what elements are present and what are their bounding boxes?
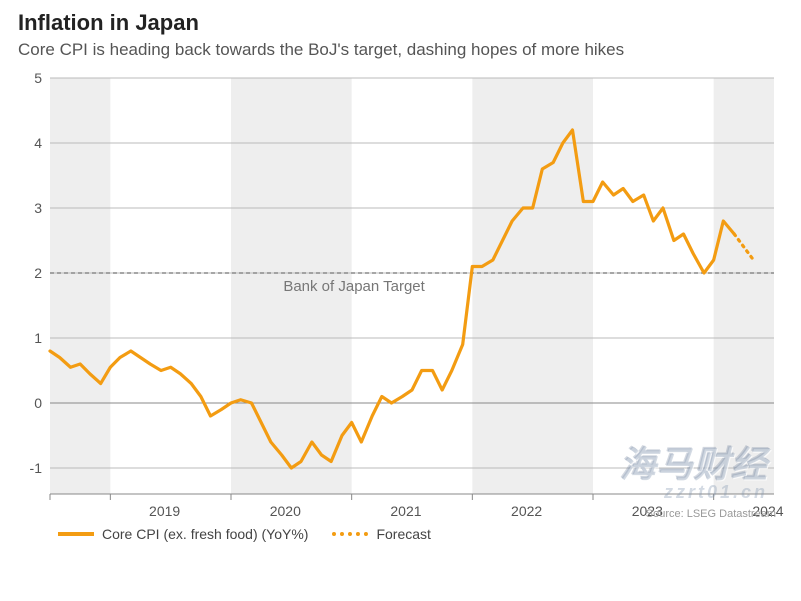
legend-swatch-dash [332,532,368,536]
x-tick-label: 2021 [390,503,421,519]
legend-item-solid: Core CPI (ex. fresh food) (YoY%) [58,526,308,542]
year-band [714,78,774,494]
target-label: Bank of Japan Target [283,278,425,295]
legend-label-solid: Core CPI (ex. fresh food) (YoY%) [102,526,308,542]
y-tick-label: 0 [34,395,42,411]
legend-item-dash: Forecast [332,526,430,542]
series-solid [50,130,734,468]
chart-subtitle: Core CPI is heading back towards the BoJ… [18,40,783,60]
x-tick-label: 2022 [511,503,542,519]
x-tick-label: 2019 [149,503,180,519]
y-tick-label: 1 [34,330,42,346]
chart-container: Inflation in Japan Core CPI is heading b… [0,0,801,601]
year-band [50,78,110,494]
chart-area: -1 0 1 2 3 4 5 Bank of Japan Target 2019 2020 2021… [18,68,788,548]
legend-swatch-solid [58,532,94,536]
y-tick-label: 3 [34,200,42,216]
legend-label-dash: Forecast [376,526,430,542]
chart-title: Inflation in Japan [18,10,783,36]
x-tick-label: 2020 [270,503,301,519]
y-tick-label: 2 [34,265,42,281]
chart-svg: -1 0 1 2 3 4 5 Bank of Japan Target 2019 2020 2021… [18,68,788,548]
y-tick-label: -1 [30,460,43,476]
source-label: Source: LSEG Datastream [646,508,776,520]
y-tick-label: 5 [34,70,42,86]
y-tick-label: 4 [34,135,42,151]
legend: Core CPI (ex. fresh food) (YoY%) Forecas… [58,526,431,542]
